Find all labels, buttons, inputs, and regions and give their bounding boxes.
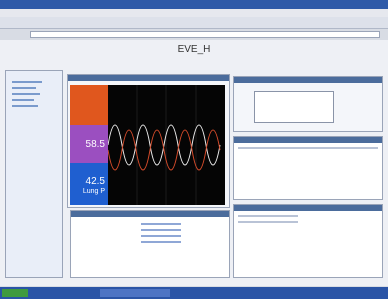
start-button[interactable]	[2, 289, 28, 297]
screen: {"window": {"title_text": "EVE_H"}, "mon…	[0, 0, 388, 299]
right-panel-bottom	[233, 204, 383, 278]
tile-label: Lung P	[70, 187, 105, 197]
toolbar[interactable]	[0, 17, 388, 29]
wave-white	[108, 125, 220, 165]
tile-purple: 58.5	[70, 125, 108, 163]
title-bar	[0, 0, 388, 9]
address-bar[interactable]	[30, 31, 380, 38]
tile-value: 58.5	[86, 139, 105, 150]
table-row	[141, 223, 181, 225]
nav-item[interactable]	[12, 93, 40, 95]
nav-item[interactable]	[12, 105, 38, 107]
table-row	[141, 241, 181, 243]
page-title: EVE_H	[0, 44, 388, 55]
nav-item[interactable]	[12, 99, 34, 101]
nav-item[interactable]	[12, 81, 42, 83]
panel-header	[68, 75, 229, 81]
task-button[interactable]	[100, 289, 170, 297]
waveforms	[108, 85, 225, 205]
waveform-area: 58.5 42.5 Lung P	[70, 85, 225, 205]
table-row	[141, 229, 181, 231]
wave-red	[108, 130, 220, 170]
panel-header	[234, 137, 382, 143]
list-row	[238, 147, 378, 149]
right-panel-top	[233, 76, 383, 132]
menu-bar[interactable]	[0, 9, 388, 17]
tile-blue: 42.5 Lung P	[70, 163, 108, 205]
list-row	[238, 215, 298, 217]
table-row	[141, 235, 181, 237]
taskbar	[0, 287, 388, 299]
nav-item[interactable]	[12, 87, 36, 89]
panel-header	[71, 211, 229, 217]
panel-header	[234, 205, 382, 211]
tree-view[interactable]	[254, 91, 334, 123]
tile-value: 42.5	[70, 177, 105, 187]
list-row	[238, 221, 298, 223]
table-panel	[70, 210, 230, 278]
nav-panel	[5, 70, 63, 278]
tile-orange	[70, 85, 108, 125]
right-panel-mid	[233, 136, 383, 200]
panel-header	[234, 77, 382, 83]
